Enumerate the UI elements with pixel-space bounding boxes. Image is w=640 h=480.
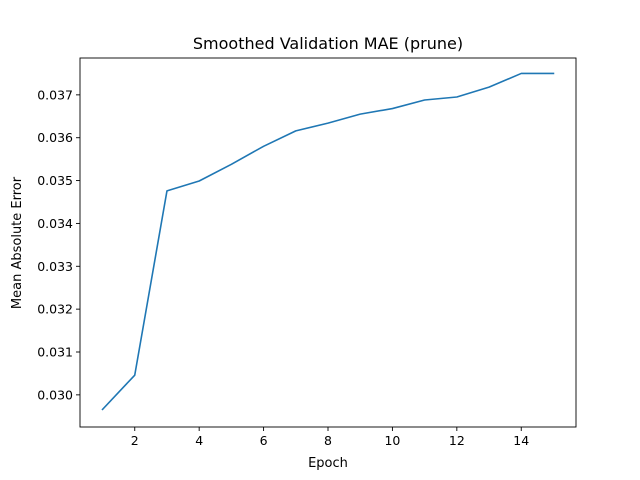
series-line <box>101 72 555 411</box>
x-tick-label: 8 <box>324 433 332 448</box>
x-tick-label: 12 <box>449 433 465 448</box>
y-tick-label: 0.031 <box>37 345 73 360</box>
y-axis-label: Mean Absolute Error <box>10 176 25 309</box>
y-axis-ticks: 0.030 0.031 0.032 0.033 0.034 0.035 0.036 0.037 <box>37 87 80 402</box>
y-tick-label: 0.037 <box>37 87 73 102</box>
y-tick-label: 0.036 <box>37 130 73 145</box>
y-tick-label: 0.034 <box>37 216 73 231</box>
x-axis-label: Epoch <box>308 456 348 471</box>
x-tick-label: 14 <box>513 433 529 448</box>
chart-title: Smoothed Validation MAE (prune) <box>193 34 463 53</box>
x-tick-label: 10 <box>384 433 400 448</box>
y-tick-label: 0.033 <box>37 259 73 274</box>
y-tick-label: 0.030 <box>37 387 73 402</box>
x-tick-label: 6 <box>260 433 268 448</box>
x-tick-label: 2 <box>131 433 139 448</box>
x-tick-label: 4 <box>195 433 203 448</box>
y-tick-label: 0.032 <box>37 302 73 317</box>
x-axis-ticks: 2 4 6 8 10 12 14 <box>131 427 529 448</box>
y-tick-label: 0.035 <box>37 173 73 188</box>
